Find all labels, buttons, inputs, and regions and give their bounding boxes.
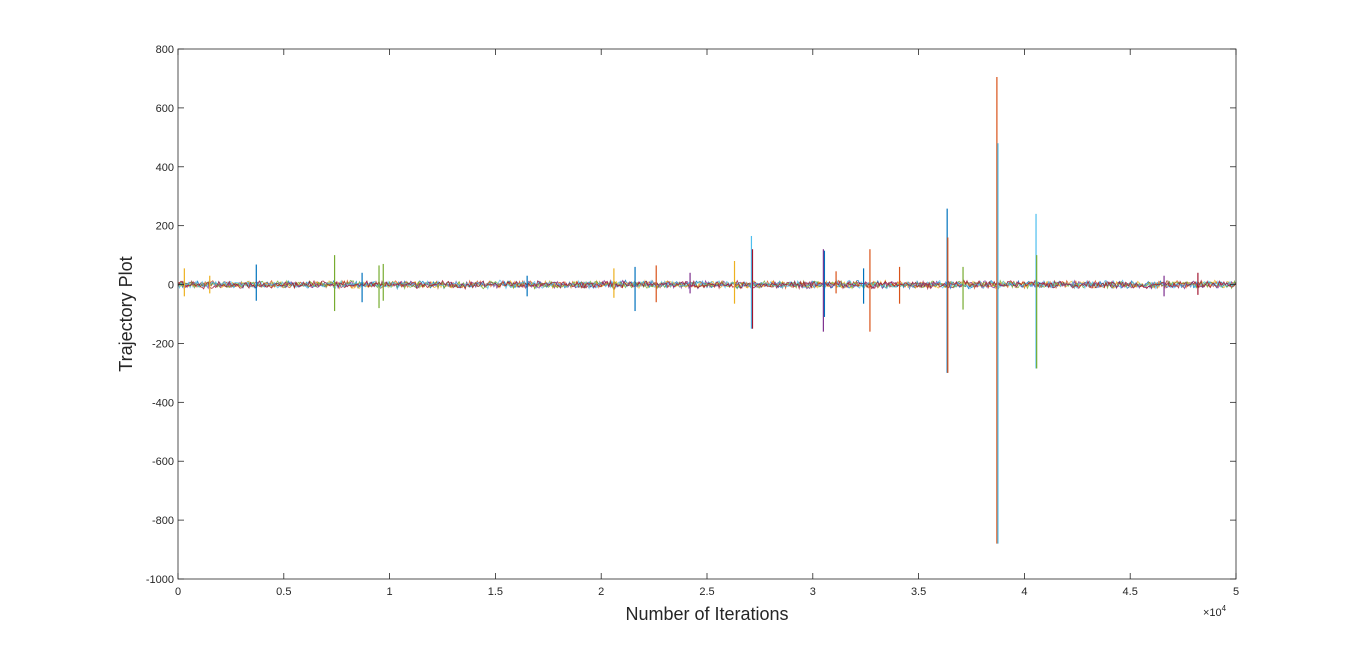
x-axis-exponent-base: ×10	[1203, 607, 1222, 619]
y-tick-label-6: 0	[168, 280, 174, 292]
series-traces	[177, 76, 1237, 544]
x-axis-exponent: ×104	[1203, 604, 1227, 619]
axes: 0 0.5 1 1.5 2 2.5 3 3.5 4 4.5 5 -1000 -800 -600 -400 -2…	[146, 44, 1239, 598]
y-tick-label-10: 800	[156, 44, 174, 56]
x-tick-label-11: 5	[1233, 586, 1239, 598]
x-tick-label-9: 4	[1021, 586, 1027, 598]
x-tick-label-4: 1.5	[488, 586, 503, 598]
plot-area	[178, 49, 1236, 579]
x-tick-label-6: 2.5	[699, 586, 714, 598]
y-tick-label-3: -600	[152, 456, 174, 468]
y-tick-label-5: -200	[152, 338, 174, 350]
y-tick-label-1: -1000	[146, 574, 174, 586]
x-tick-label-10: 4.5	[1123, 586, 1138, 598]
x-tick-label-5: 2	[598, 586, 604, 598]
x-axis-label: Number of Iterations	[625, 604, 788, 624]
series-trace-7	[177, 279, 1237, 291]
x-tick-label-8: 3.5	[911, 586, 926, 598]
x-tick-label-2: 0.5	[276, 586, 291, 598]
x-tick-label-3: 1	[387, 586, 393, 598]
x-tick-label-7: 3	[810, 586, 816, 598]
y-axis-label: Trajectory Plot	[116, 256, 136, 371]
x-axis-exponent-power: 4	[1222, 604, 1227, 613]
y-tick-label-7: 200	[156, 221, 174, 233]
x-tick-label-1: 0	[175, 586, 181, 598]
y-tick-label-2: -800	[152, 515, 174, 527]
y-tick-label-4: -400	[152, 397, 174, 409]
y-tick-label-8: 400	[156, 162, 174, 174]
y-tick-label-9: 600	[156, 103, 174, 115]
